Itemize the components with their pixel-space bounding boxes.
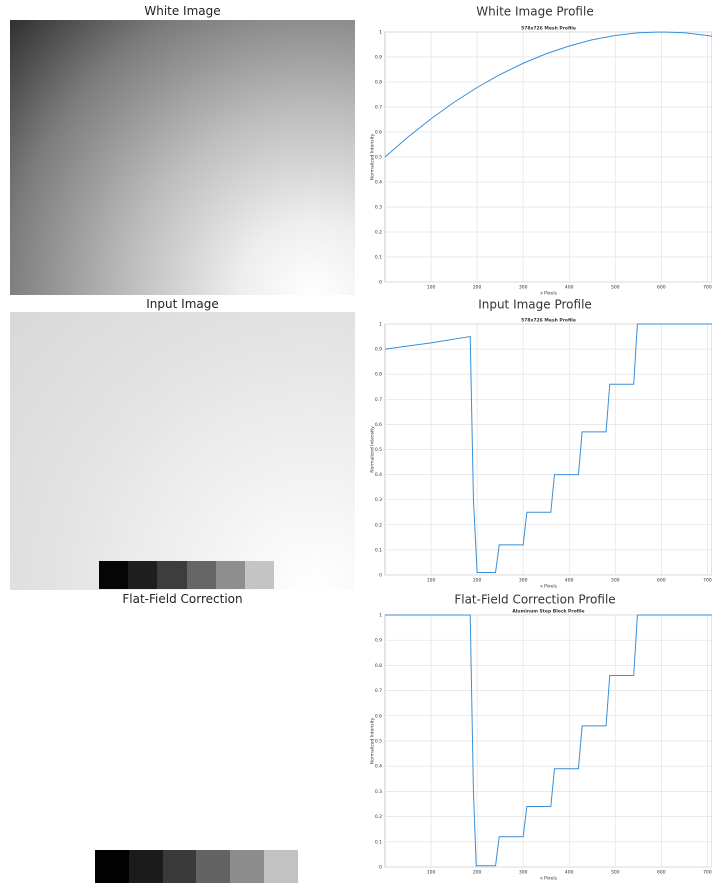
- y-tick-label: 0.6: [375, 422, 382, 428]
- y-tick-label: 0.2: [375, 814, 382, 820]
- x-axis-label: x Pixels: [540, 291, 558, 297]
- chart-subtitle: 578x726 Mesh Profile: [521, 318, 576, 324]
- x-tick-label: 500: [611, 285, 620, 291]
- y-tick-label: 0.9: [375, 638, 382, 644]
- y-tick-label: 0.5: [375, 155, 382, 161]
- y-tick-label: 0: [379, 865, 382, 871]
- y-tick-label: 0.8: [375, 80, 382, 86]
- x-tick-label: 700: [703, 870, 712, 876]
- y-tick-label: 0.7: [375, 105, 382, 111]
- x-tick-label: 100: [427, 578, 436, 584]
- image-title: Flat-Field Correction: [10, 592, 355, 606]
- y-tick-label: 1: [379, 322, 382, 328]
- y-axis-label: Normalized Intensity: [370, 717, 376, 764]
- chart-subtitle: 578x726 Mesh Profile: [521, 26, 576, 32]
- step-block: [95, 850, 298, 883]
- x-tick-label: 500: [611, 870, 620, 876]
- y-tick-label: 0.7: [375, 688, 382, 694]
- y-tick-label: 0: [379, 573, 382, 579]
- chart-subtitle: Aluminum Step Block Profile: [512, 609, 584, 615]
- chart-title: White Image Profile: [476, 5, 593, 19]
- y-tick-label: 0.5: [375, 447, 382, 453]
- x-tick-label: 200: [473, 870, 482, 876]
- x-tick-label: 400: [565, 578, 574, 584]
- white-image: [10, 20, 355, 295]
- input-image: [10, 312, 355, 590]
- x-tick-label: 700: [703, 285, 712, 291]
- y-tick-label: 0.8: [375, 663, 382, 669]
- x-tick-label: 600: [657, 578, 666, 584]
- y-tick-label: 0.4: [375, 472, 382, 478]
- image-title: White Image: [10, 4, 355, 18]
- y-tick-label: 0.2: [375, 522, 382, 528]
- y-tick-label: 0: [379, 280, 382, 286]
- charts: White Image Profile 0 0.1 0.2 0.3 0.4 0.5 0.6 0.…: [355, 0, 712, 884]
- y-tick-label: 0.8: [375, 372, 382, 378]
- step-block: [99, 561, 274, 589]
- x-tick-label: 400: [565, 870, 574, 876]
- x-axis-label: x Pixels: [540, 876, 558, 882]
- y-tick-label: 0.9: [375, 347, 382, 353]
- page: White Image Input Image Flat-Field Corre…: [0, 0, 712, 884]
- x-tick-label: 300: [519, 285, 528, 291]
- y-axis-label: Normalized Intensity: [370, 426, 376, 473]
- y-tick-label: 0.5: [375, 739, 382, 745]
- y-tick-label: 0.3: [375, 789, 382, 795]
- y-tick-label: 0.4: [375, 764, 382, 770]
- x-tick-label: 600: [657, 870, 666, 876]
- x-tick-label: 700: [703, 578, 712, 584]
- chart-title: Input Image Profile: [478, 298, 592, 312]
- x-tick-label: 100: [427, 285, 436, 291]
- chart-title: Flat-Field Correction Profile: [454, 593, 615, 607]
- y-tick-label: 0.7: [375, 397, 382, 403]
- y-tick-label: 0.6: [375, 130, 382, 136]
- y-tick-label: 0.1: [375, 255, 382, 261]
- y-tick-label: 1: [379, 30, 382, 36]
- y-tick-label: 0.9: [375, 55, 382, 61]
- y-tick-label: 1: [379, 613, 382, 619]
- y-tick-label: 0.2: [375, 230, 382, 236]
- x-tick-label: 600: [657, 285, 666, 291]
- y-tick-label: 0.4: [375, 180, 382, 186]
- y-tick-label: 0.1: [375, 839, 382, 845]
- x-tick-label: 200: [473, 285, 482, 291]
- image-title: Input Image: [10, 297, 355, 311]
- x-tick-label: 100: [427, 870, 436, 876]
- x-tick-label: 300: [519, 578, 528, 584]
- y-tick-label: 0.6: [375, 713, 382, 719]
- x-axis-label: x Pixels: [540, 584, 558, 590]
- y-tick-label: 0.1: [375, 547, 382, 553]
- x-tick-label: 400: [565, 285, 574, 291]
- y-axis-label: Normalized Intensity: [370, 133, 376, 180]
- x-tick-label: 200: [473, 578, 482, 584]
- x-tick-label: 500: [611, 578, 620, 584]
- y-tick-label: 0.3: [375, 205, 382, 211]
- x-tick-label: 300: [519, 870, 528, 876]
- y-tick-label: 0.3: [375, 497, 382, 503]
